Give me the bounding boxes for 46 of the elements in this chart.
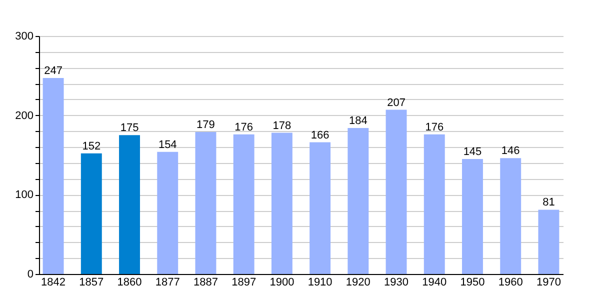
data-label: 166	[310, 129, 330, 142]
x-tick-label: 1940	[422, 276, 447, 288]
x-tick-label: 1960	[498, 276, 523, 288]
bar	[500, 158, 522, 274]
x-tick-label: 1900	[270, 276, 294, 288]
y-tick-label: 200	[15, 110, 34, 122]
data-label: 146	[501, 145, 520, 158]
bar	[310, 142, 331, 274]
x-tick-label: 1887	[193, 276, 218, 288]
bar	[462, 158, 483, 274]
data-label: 176	[425, 121, 444, 134]
bar	[538, 210, 560, 274]
bar	[424, 134, 445, 274]
bar	[195, 132, 216, 274]
x-tick-label: 1842	[41, 276, 66, 288]
data-label: 81	[542, 196, 555, 209]
x-tick-label: 1930	[384, 276, 409, 288]
y-tick-label: 100	[15, 189, 34, 202]
bar	[386, 110, 407, 274]
bar	[233, 134, 254, 274]
data-label: 145	[463, 146, 482, 158]
x-tick-label: 1910	[308, 276, 332, 288]
data-label: 178	[272, 120, 292, 132]
bar	[42, 78, 64, 274]
x-tick-label: 1897	[232, 276, 256, 288]
data-label: 184	[348, 115, 368, 128]
x-tick-label: 1970	[536, 276, 561, 288]
x-tick-label: 1950	[460, 276, 485, 288]
x-tick-label: 1877	[155, 276, 180, 288]
data-label: 152	[82, 140, 101, 152]
bar	[157, 152, 178, 274]
y-tick-label: 0	[27, 268, 34, 280]
x-tick-label: 1857	[79, 276, 104, 288]
bar	[348, 128, 369, 274]
data-label: 176	[234, 121, 254, 134]
y-tick-label: 300	[15, 30, 34, 42]
bar	[80, 153, 102, 274]
x-tick-label: 1860	[117, 276, 142, 288]
x-tick-label: 1920	[346, 276, 370, 288]
data-label: 247	[44, 65, 62, 78]
data-label: 207	[387, 96, 406, 109]
data-label: 179	[196, 118, 215, 131]
bar	[271, 132, 292, 274]
data-label: 154	[158, 138, 177, 151]
data-label: 175	[120, 122, 139, 134]
bar	[119, 135, 140, 274]
